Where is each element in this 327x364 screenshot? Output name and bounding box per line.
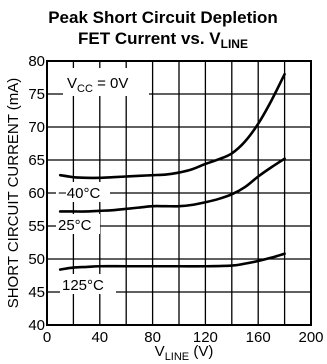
y-tick-label: 75 bbox=[28, 86, 45, 103]
x-tick-label: 80 bbox=[144, 329, 161, 346]
y-tick-label: 55 bbox=[28, 218, 45, 235]
chart-title-line2-main: FET Current vs. V bbox=[78, 29, 221, 48]
y-tick-label: 65 bbox=[28, 152, 45, 169]
y-tick-label: 40 bbox=[28, 317, 45, 334]
x-tick-label: 40 bbox=[91, 329, 108, 346]
x-axis-label: VLINE (V) bbox=[155, 343, 214, 363]
chart-title-line2: FET Current vs. VLINE bbox=[78, 29, 248, 51]
x-axis-label-main: V bbox=[155, 343, 165, 360]
condition-label-rest: = 0V bbox=[93, 75, 128, 92]
y-tick-label: 45 bbox=[28, 284, 45, 301]
chart-title-line2-sub: LINE bbox=[221, 37, 248, 51]
series-line-125 bbox=[58, 252, 286, 271]
series-layer bbox=[58, 72, 286, 271]
x-tick-label: 0 bbox=[43, 329, 51, 346]
x-axis-label-sub: LINE bbox=[165, 351, 189, 363]
condition-label-sub: CC bbox=[77, 83, 93, 95]
x-axis-label-unit: (V) bbox=[189, 343, 213, 360]
condition-label-bg bbox=[63, 68, 149, 96]
x-tick-label: 160 bbox=[246, 329, 271, 346]
chart-title: Peak Short Circuit Depletion bbox=[48, 8, 278, 27]
series-label-125: 125°C bbox=[62, 277, 104, 294]
condition-label: VCC = 0V bbox=[67, 75, 128, 95]
y-tick-label: 70 bbox=[28, 119, 45, 136]
x-tick-label: 120 bbox=[193, 329, 218, 346]
series-label-minus40: −40°C bbox=[58, 185, 100, 202]
series-label-bg-minus40 bbox=[56, 182, 110, 202]
series-line-25 bbox=[58, 157, 286, 213]
y-tick-label: 80 bbox=[28, 53, 45, 70]
condition-label-main: V bbox=[67, 75, 77, 92]
y-tick-label: 50 bbox=[28, 251, 45, 268]
plot-frame bbox=[46, 60, 312, 326]
x-tick-label: 200 bbox=[298, 329, 323, 346]
series-label-bg-125 bbox=[60, 274, 116, 294]
y-axis-label: SHORT CIRCUIT CURRENT (mA) bbox=[5, 78, 22, 309]
series-label-bg-25 bbox=[56, 214, 100, 234]
series-line-minus40 bbox=[58, 72, 286, 180]
series-label-25: 25°C bbox=[58, 217, 92, 234]
y-tick-label: 60 bbox=[28, 185, 45, 202]
